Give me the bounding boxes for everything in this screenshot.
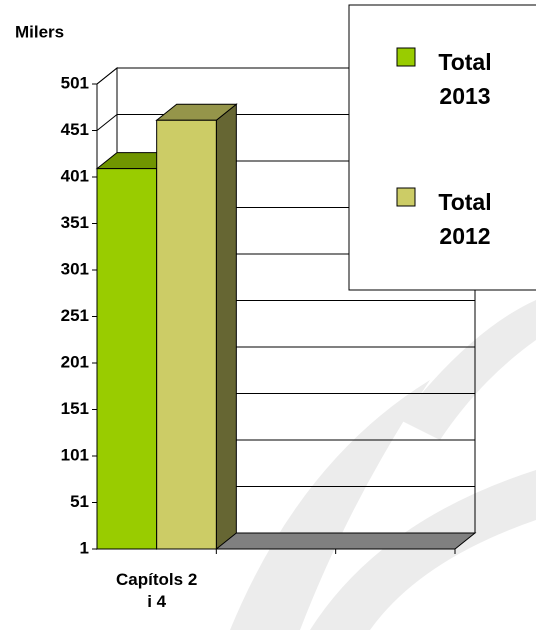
bar-side [215,103,237,551]
legend-swatch [396,187,416,207]
legend-swatch [396,47,416,67]
y-tick-label: 51 [70,492,89,511]
leaf [400,300,536,440]
leaf [310,470,536,630]
leaf [250,480,340,620]
y-tick-label: 501 [61,73,89,92]
legend-label: Total 2012 [438,189,492,249]
y-tick-label: 301 [61,259,89,278]
x-tick-label: Capítols 2 i 4 [116,570,198,611]
y-tick-label: 201 [61,352,89,371]
y-tick-label: 101 [61,445,89,464]
y-tick-label: 251 [61,306,89,325]
y-tick-label: 401 [61,166,89,185]
y-tick-label: 451 [61,120,89,139]
legend-label: Total 2013 [438,49,492,109]
bar [96,168,158,550]
y-tick-label: 151 [61,399,89,418]
y-tick-label: 1 [80,538,89,557]
y-tick-label: 351 [61,213,89,232]
legend-box [348,4,536,291]
bar [156,119,217,550]
y-axis-title: Milers [15,22,64,41]
watermark [230,300,536,630]
